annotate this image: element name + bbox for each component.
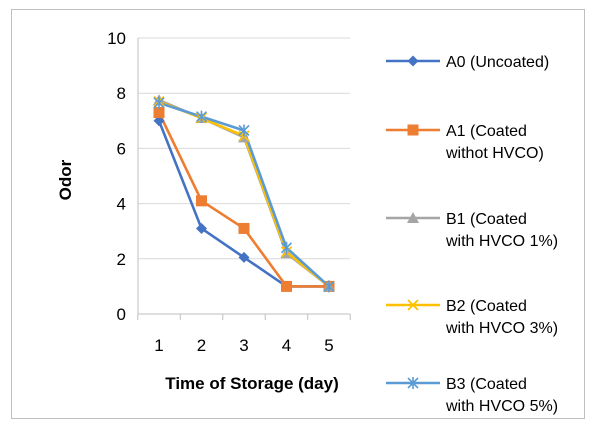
legend-marker-0: [407, 55, 419, 67]
data-point-s4-x5: [323, 280, 335, 293]
legend-label-2-line-0: B1 (Coated: [446, 211, 527, 228]
data-point-s1-x2: [196, 195, 207, 207]
legend-marker-4: [407, 377, 419, 389]
legend: A0 (Uncoated) A1 (Coated withot HVCO) B1 (C…: [386, 54, 558, 415]
chart-frame: [11, 9, 585, 419]
y-tick-label-10: 10: [107, 29, 126, 48]
y-tick-label-2: 2: [117, 250, 126, 269]
x-tick-label-4: 4: [282, 336, 291, 355]
gridlines: [138, 37, 350, 260]
legend-label-4-line-0: B3 (Coated: [446, 376, 527, 393]
legend-marker-3: [407, 299, 419, 311]
data-point-s1-x1: [153, 107, 165, 119]
data-point-s0-x1: [153, 115, 165, 127]
data-point-s0-x2: [196, 222, 207, 234]
x-axis-title: Time of Storage (day): [165, 374, 339, 393]
y-tick-label-4: 4: [117, 195, 126, 214]
y-tick-label-0: 0: [117, 305, 126, 324]
legend-marker-2: [407, 212, 419, 223]
legend-label-1-line-1: withot HVCO): [445, 145, 544, 162]
data-point-s1-x4: [281, 280, 292, 292]
legend-label-4-line-1: with HVCO 5%): [445, 398, 558, 415]
y-tick-label-8: 8: [117, 84, 126, 103]
series-markers: [153, 94, 335, 293]
y-tick-label-6: 6: [117, 139, 126, 158]
data-point-s1-x3: [238, 222, 250, 234]
data-point-s4-x3: [238, 124, 250, 137]
x-tick-label-5: 5: [324, 336, 333, 355]
legend-label-0-line-0: A0 (Uncoated): [446, 54, 549, 71]
y-axis-title: Odor: [56, 159, 75, 200]
legend-label-1-line-0: A1 (Coated: [446, 123, 527, 140]
data-point-s4-x1: [153, 96, 165, 109]
data-point-s0-x3: [238, 251, 250, 263]
legend-label-3-line-1: with HVCO 3%): [445, 320, 558, 337]
x-tick-label-2: 2: [197, 336, 206, 355]
axes: [137, 38, 351, 320]
x-tick-label-1: 1: [154, 336, 163, 355]
x-tick-label-3: 3: [239, 336, 248, 355]
data-point-s4-x2: [195, 110, 208, 123]
legend-marker-1: [407, 124, 419, 136]
legend-label-2-line-1: with HVCO 1%): [445, 233, 558, 250]
data-point-s4-x4: [280, 241, 293, 254]
legend-label-3-line-0: B2 (Coated: [446, 298, 527, 315]
